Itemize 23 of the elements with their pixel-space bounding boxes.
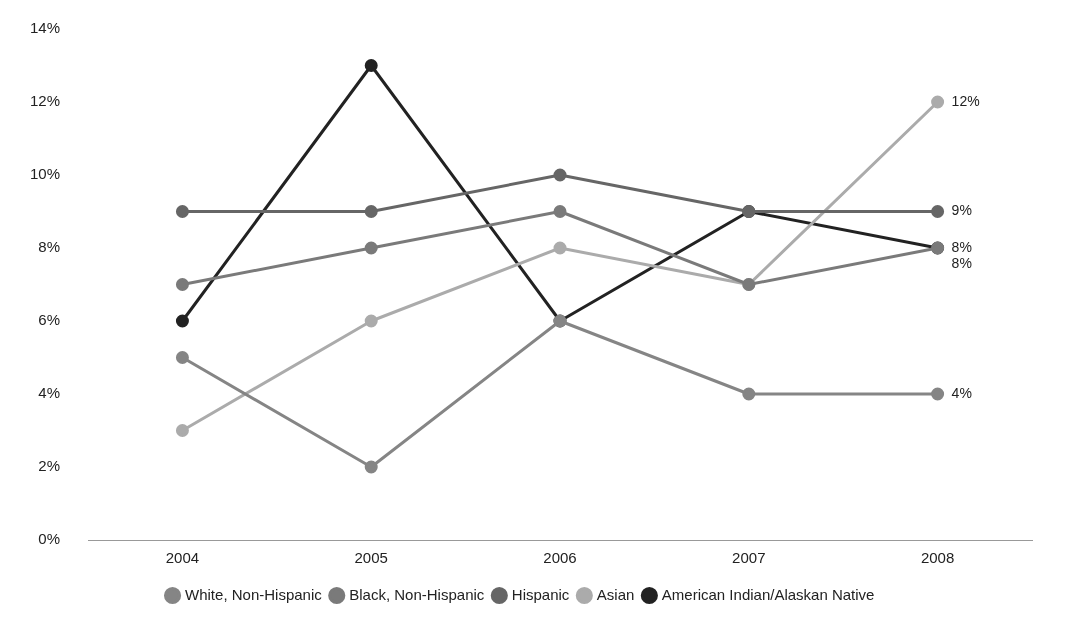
y-tick-label: 12% xyxy=(29,92,61,110)
y-tick-label: 10% xyxy=(29,165,61,183)
y-tick-label: 8% xyxy=(38,238,61,256)
data-label: 8% xyxy=(951,254,972,271)
x-tick-label: 2005 xyxy=(354,549,388,567)
y-tick-label: 14% xyxy=(29,19,61,37)
data-label: 4% xyxy=(951,384,972,401)
x-tick-label: 2004 xyxy=(165,549,200,567)
y-tick-label: 0% xyxy=(38,530,61,548)
legend-label: Black, Non-Hispanic xyxy=(349,585,485,603)
legend-label: Asian xyxy=(596,585,635,603)
data-label: 12% xyxy=(951,92,980,109)
legend-label: White, Non-Hispanic xyxy=(185,585,323,603)
y-tick-label: 2% xyxy=(38,457,61,475)
x-tick-label: 2007 xyxy=(732,549,766,567)
x-tick-label: 2008 xyxy=(920,549,955,567)
data-label: 9% xyxy=(951,202,972,219)
legend-label: American Indian/Alaskan Native xyxy=(661,585,875,603)
data-label: 8% xyxy=(951,238,972,255)
x-tick-label: 2006 xyxy=(543,549,577,567)
y-tick-label: 6% xyxy=(38,311,61,329)
y-tick-label: 4% xyxy=(38,384,61,402)
legend-label: Hispanic xyxy=(511,585,570,603)
